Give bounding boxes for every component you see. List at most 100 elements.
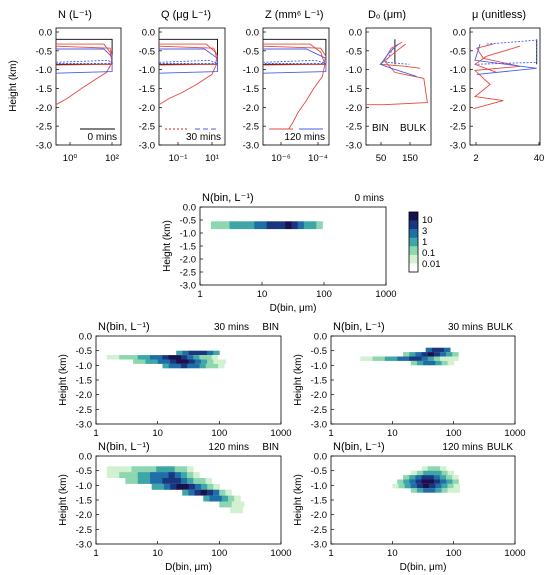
n-bin-0-cell [285, 221, 292, 230]
n-bin-30-bulk-cell [446, 356, 453, 361]
n-bin-120-bin-cell [180, 472, 188, 478]
n-bin-120-bin-cell [168, 478, 176, 484]
n-bin-0-cell [297, 221, 305, 230]
n-bin-120-bin-title: N(bin, L⁻¹) [98, 441, 150, 453]
n-bin-120-bulk-annotation: 120 mins [442, 442, 483, 453]
profile-dq-title: Dₒ (μm) [368, 9, 406, 21]
profile-q-series-bulk-line [158, 48, 218, 74]
n-bin-120-bulk-cell [409, 479, 416, 484]
n-bin-120-bin-cell [180, 466, 188, 473]
n-bin-0-ylabel: Height (km) [162, 220, 173, 272]
n-bin-30-bulk-annotation: 30 mins [448, 322, 483, 333]
profile-z-annotation: 120 mins [284, 132, 325, 143]
n-bin-120-bin-cell [236, 507, 243, 514]
n-bin-0-cell [303, 221, 311, 230]
n-bin-30-bin-cell [199, 363, 206, 369]
profile-mu-ytick-label: -2.0 [450, 103, 466, 114]
n-bin-120-bulk-cell [415, 475, 422, 480]
profile-q-series-bin-line [158, 43, 218, 106]
n-bin-120-bin-cell [215, 495, 223, 502]
n-bin-30-bin-cell [188, 359, 196, 364]
n-bin-30-bulk-cell [360, 356, 367, 361]
profile-mu-panel: μ (unitless) 0.0 -0.5 -1.0 -1.5 -2.0 -2.5 -3.0 2… [450, 9, 545, 164]
n-bin-120-bin-cell [131, 472, 138, 478]
n-bin-120-bulk-cell [447, 483, 454, 489]
profile-q-ytick-label: -3.0 [139, 141, 155, 152]
n-bin-120-bin-ytick-label: -2.5 [76, 525, 92, 536]
n-bin-30-bulk-cell [423, 360, 430, 366]
n-bin-120-bulk-ytick-label: -1.5 [311, 496, 327, 507]
profile-q-ytick-label: 0.0 [142, 28, 155, 39]
n-bin-30-bin-cell [176, 359, 183, 364]
n-bin-30-bin-cell [187, 355, 194, 360]
n-bin-120-bulk-cell [410, 488, 418, 493]
n-bin-0-title: N(bin, L⁻¹) [202, 192, 254, 204]
n-bin-120-bulk-panel: N(bin, L⁻¹) 120 mins BULK 0.0 -0.5 -1.0 -1.5 -2… [293, 441, 526, 573]
n-bin-0-xtick-label: 100 [316, 289, 332, 300]
n-bin-30-bin-cell [151, 359, 159, 364]
n-bin-120-bin-cell [156, 478, 163, 484]
n-bin-0-cell [229, 221, 236, 230]
profile-dq-ytick-label: -2.0 [346, 103, 362, 114]
profile-dq-ytick-label: -0.5 [346, 46, 362, 57]
profile-mu-series-bin-line [473, 43, 521, 110]
n-bin-120-bin-cell [225, 489, 232, 496]
n-bin-120-bulk-cell [441, 470, 448, 476]
profile-q-ytick-label: -0.5 [139, 46, 155, 57]
profile-mu-ytick-label: -1.0 [450, 65, 466, 76]
profile-z-xtick-label: 10⁻⁶ [271, 153, 291, 164]
n-bin-30-bin-cell [145, 359, 152, 364]
n-bin-30-bin-cell [199, 355, 206, 360]
colorbar-swatch [409, 237, 418, 247]
n-bin-30-bin-cell [200, 350, 208, 356]
profile-n-xtick-label: 10² [105, 153, 119, 164]
n-bin-30-bin-ytick-label: 0.0 [79, 332, 92, 343]
n-bin-30-bulk-ytick-label: -2.0 [311, 390, 327, 401]
n-bin-0-cell [235, 221, 243, 230]
n-bin-120-bin-cell [151, 483, 159, 490]
n-bin-30-bulk-cell [452, 352, 459, 357]
top-row-ylabel: Height (km) [8, 60, 19, 112]
n-bin-30-bin-cell [194, 350, 202, 356]
n-bin-120-bulk-ytick-label: -2.0 [311, 510, 327, 521]
n-bin-30-bulk-ytick-label: -3.0 [311, 420, 327, 431]
profile-dq-xtick-label: 150 [402, 153, 418, 164]
n-bin-0-cell [223, 221, 230, 230]
n-bin-30-bulk-cell [378, 356, 386, 361]
n-bin-120-bulk-cell [423, 488, 430, 493]
profile-q-title: Q (μg L⁻¹) [161, 9, 211, 21]
n-bin-30-bin-xtick-label: 1000 [270, 428, 291, 439]
n-bin-120-bin-cell [209, 495, 216, 502]
profile-n-annotation: 0 mins [88, 132, 117, 143]
n-bin-120-bulk-ytick-label: -1.0 [311, 481, 327, 492]
n-bin-120-bulk-cell [416, 488, 424, 493]
n-bin-30-bin-cell [188, 350, 196, 356]
profile-n-ytick-label: -1.0 [36, 65, 52, 76]
n-bin-30-bulk-ytick-label: -2.5 [311, 405, 327, 416]
profile-dq-series-bulk_dot-line [385, 47, 410, 65]
n-bin-120-bin-cell [213, 483, 220, 490]
n-bin-120-bin-ytick-label: 0.0 [79, 452, 92, 463]
n-bin-30-bulk-cell [397, 356, 404, 361]
n-bin-120-bulk-ytick-label: -3.0 [311, 540, 327, 551]
n-bin-30-bulk-cell [433, 356, 441, 361]
profile-q-frame [158, 27, 226, 146]
n-bin-120-bin-cell [131, 466, 138, 473]
profile-dq-ytick-label: -1.0 [346, 65, 362, 76]
n-bin-30-bin-ytick-label: -2.0 [76, 390, 92, 401]
n-bin-120-bin-cell [228, 495, 235, 502]
n-bin-30-bulk-cell [431, 347, 439, 353]
n-bin-30-bulk-cell [384, 356, 392, 361]
n-bin-120-bin-cell [231, 501, 239, 508]
n-bin-120-bulk-cell [421, 475, 428, 480]
n-bin-120-bin-cell [203, 495, 210, 502]
profile-mu-series-bin-line [474, 45, 521, 73]
n-bin-120-bulk-cell [440, 466, 447, 471]
n-bin-30-bulk-title: N(bin, L⁻¹) [333, 321, 385, 333]
n-bin-120-bulk-cell [453, 488, 461, 493]
n-bin-120-bin-cell [176, 483, 183, 490]
profile-z-series-bin-line [262, 45, 327, 66]
n-bin-30-bin-cell [119, 355, 126, 360]
n-bin-120-bin-ytick-label: -2.0 [76, 510, 92, 521]
colorbar-swatch [409, 220, 418, 230]
